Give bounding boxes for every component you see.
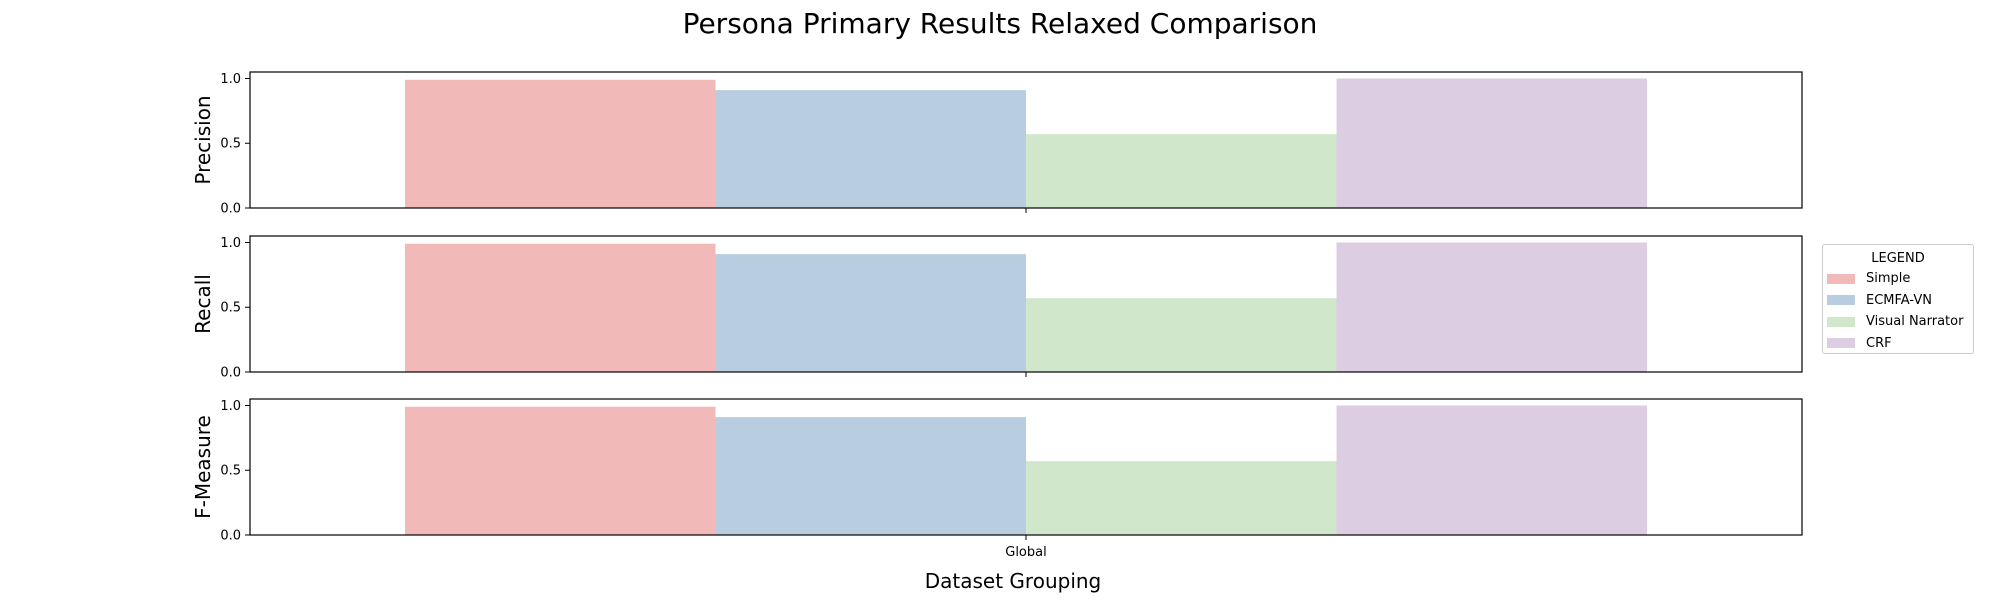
bar-ecmfa-vn — [715, 90, 1026, 208]
legend-items: Simple ECMFA-VN Visual Narrator CRF — [1823, 268, 1973, 354]
panel-f-measure: 0.0 0.5 1.0 F-Measure — [191, 398, 1803, 544]
legend-item: ECMFA-VN — [1823, 290, 1973, 312]
x-axis-label: Dataset Grouping — [925, 569, 1102, 593]
bar-visual-narrator — [1026, 461, 1337, 535]
bar-crf — [1336, 78, 1647, 208]
legend-swatch — [1827, 338, 1855, 349]
legend-item: CRF — [1823, 333, 1973, 355]
legend-swatch — [1827, 295, 1855, 306]
y-axis-label: Precision — [191, 95, 215, 184]
chart-panels: 0.0 0.5 1.0 Precision 0.0 0.5 1.0 Recall 0.0 0.5 1… — [191, 71, 1803, 560]
bar-crf — [1336, 242, 1647, 372]
y-axis-label: F-Measure — [191, 415, 215, 519]
bar-visual-narrator — [1026, 134, 1337, 208]
y-tick-label: 0.0 — [220, 202, 241, 217]
legend-title: LEGEND — [1871, 251, 1925, 266]
legend-label: CRF — [1866, 335, 1892, 351]
bar-ecmfa-vn — [715, 417, 1026, 535]
bar-visual-narrator — [1026, 298, 1337, 372]
legend-label: Visual Narrator — [1866, 314, 1964, 330]
bar-ecmfa-vn — [715, 254, 1026, 372]
legend-swatch — [1827, 273, 1855, 284]
y-tick-label: 0.5 — [220, 464, 241, 479]
x-tick-label: Global — [1005, 545, 1046, 560]
bar-simple — [405, 79, 716, 209]
legend-swatch — [1827, 316, 1855, 327]
y-tick-label: 1.0 — [220, 236, 241, 251]
bar-crf — [1336, 405, 1647, 535]
y-tick-label: 0.5 — [220, 137, 241, 152]
y-tick-label: 0.0 — [220, 366, 241, 381]
y-tick-label: 1.0 — [220, 72, 241, 87]
bar-simple — [405, 243, 716, 372]
y-tick-label: 0.5 — [220, 301, 241, 316]
legend-item: Visual Narrator — [1823, 311, 1973, 333]
legend-label: ECMFA-VN — [1866, 292, 1932, 308]
panel-precision: 0.0 0.5 1.0 Precision — [191, 71, 1803, 217]
panel-recall: 0.0 0.5 1.0 Recall — [191, 235, 1803, 381]
chart-title: Persona Primary Results Relaxed Comparis… — [683, 7, 1318, 40]
legend-label: Simple — [1866, 271, 1911, 287]
bar-simple — [405, 406, 716, 535]
legend-item: Simple — [1823, 268, 1973, 290]
legend: LEGEND Simple ECMFA-VN Visual Narrator CRF — [1822, 244, 1974, 354]
y-tick-label: 1.0 — [220, 399, 241, 414]
y-axis-label: Recall — [191, 274, 215, 334]
y-tick-label: 0.0 — [220, 529, 241, 544]
